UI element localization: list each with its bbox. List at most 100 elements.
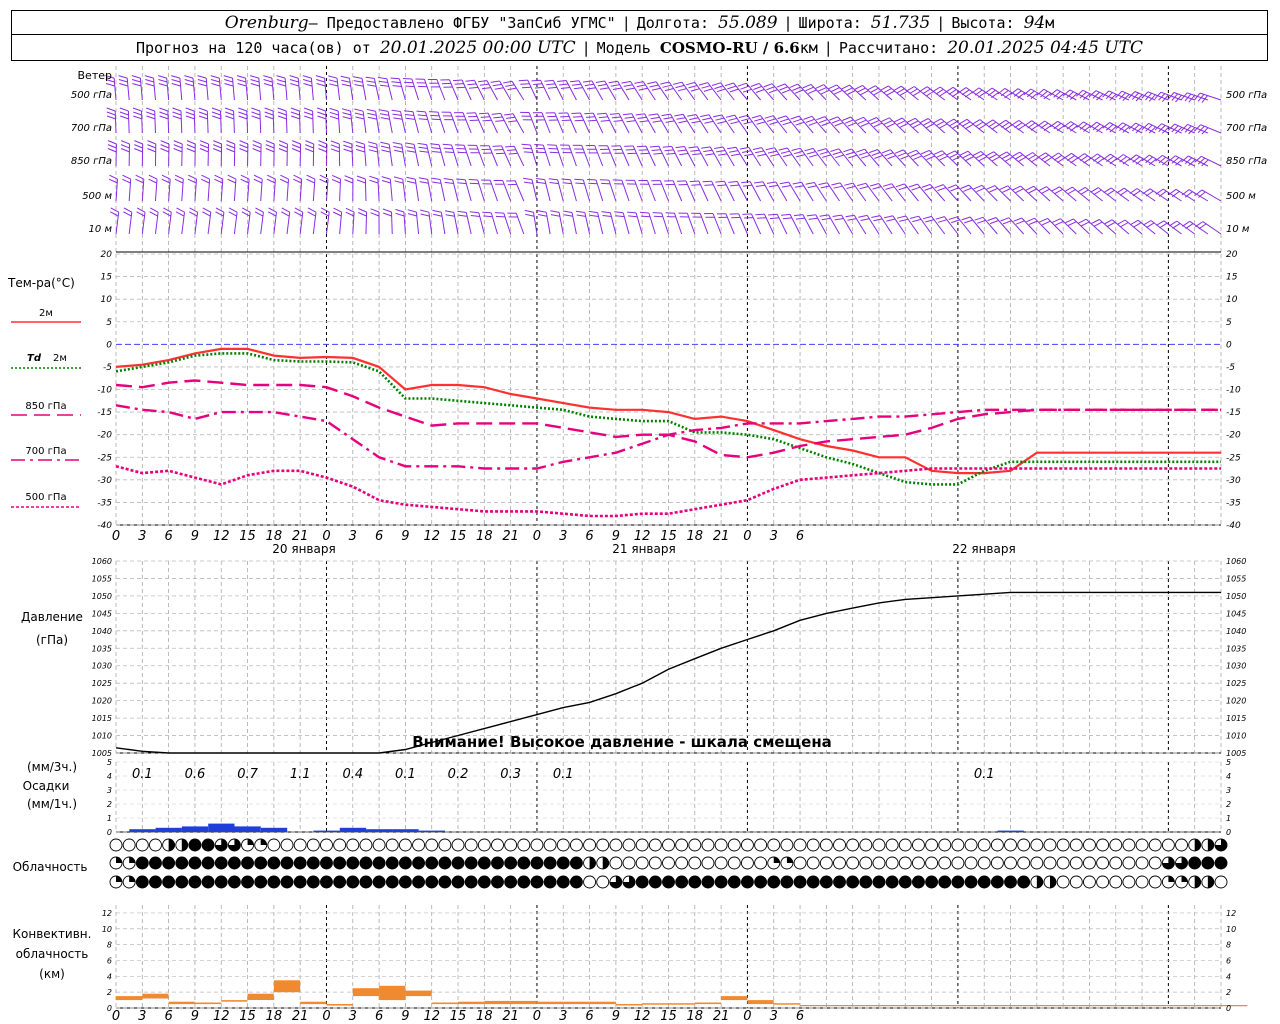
wind-barb-feather <box>750 82 760 87</box>
wind-barb-feather <box>792 181 802 185</box>
cloud-circle <box>1109 838 1123 852</box>
wind-barb-feather <box>841 84 850 90</box>
wind-barb-feather <box>135 178 144 184</box>
wind-barb-feather <box>984 119 994 126</box>
cloud-cell <box>451 875 465 889</box>
wind-barb-feather <box>1024 120 1032 127</box>
pressure-ytick: 1055 <box>92 574 112 583</box>
wind-barb-shaft <box>474 80 485 101</box>
pressure-ytick: 1035 <box>92 644 112 653</box>
wind-barb-shaft <box>401 144 406 167</box>
wind-barb-shaft <box>387 111 393 134</box>
cloud-fill <box>373 876 386 888</box>
temp-ytick: -10 <box>1226 386 1241 396</box>
cloud-cell <box>175 875 189 889</box>
wind-barb-feather <box>945 118 955 124</box>
wind-barb-feather <box>355 141 365 145</box>
wind-barb-feather <box>533 83 543 85</box>
cloud-circle <box>412 838 426 852</box>
wind-barb-feather <box>842 116 851 121</box>
wind-barb-feather <box>1043 92 1052 100</box>
wind-barb-feather <box>263 83 273 87</box>
cloud-fill <box>1207 876 1214 888</box>
wind-barb-feather <box>330 148 340 153</box>
wind-barb-feather <box>641 215 651 218</box>
wind-barb-feather <box>239 144 249 149</box>
wind-barb-shaft <box>362 111 367 134</box>
wind-barb-feather <box>145 83 155 87</box>
alt-unit: м <box>1045 13 1055 32</box>
cloud-cell <box>701 875 715 889</box>
cloud-fill <box>181 839 188 851</box>
wind-barb-feather <box>574 178 584 181</box>
wind-barb-feather <box>1184 93 1192 102</box>
wind-barb-feather <box>834 122 844 127</box>
wind-barb-shaft <box>892 215 906 235</box>
cloud-cell <box>320 856 333 870</box>
wind-barb-feather <box>873 218 883 222</box>
wind-barb-feather <box>550 210 560 213</box>
wind-barb-feather <box>597 83 607 87</box>
wind-barb-feather <box>933 150 943 155</box>
wind-barb-feather <box>198 107 208 112</box>
cloud-cell <box>806 856 820 870</box>
wind-barb-shaft <box>312 110 314 134</box>
wind-barb-feather <box>290 111 300 116</box>
wind-barb-feather <box>213 144 222 149</box>
wind-barb-feather <box>521 86 532 89</box>
wind-barb-feather <box>638 87 648 91</box>
cloud-circle <box>280 875 294 889</box>
conv-bar <box>142 993 169 999</box>
cloud-cell <box>122 875 136 889</box>
cloud-circle <box>767 838 781 852</box>
wind-barb-feather <box>922 215 932 220</box>
cloud-cell <box>977 875 991 889</box>
wind-barb-feather <box>1171 125 1179 133</box>
wind-barb-feather <box>563 210 573 213</box>
wind-barb-feather <box>1167 92 1175 100</box>
cloud-fill <box>623 876 636 888</box>
grid-layer <box>115 66 1222 1009</box>
cloud-circle <box>1122 856 1136 870</box>
wind-barb-feather <box>924 186 934 191</box>
wind-barb-feather <box>741 118 751 122</box>
cloud-cell <box>727 838 741 852</box>
cloud-circle <box>819 856 833 870</box>
wind-barb-feather <box>647 81 657 85</box>
wind-barb-feather <box>831 119 841 124</box>
hour-tick: 15 <box>450 1009 467 1024</box>
wind-barb-feather <box>358 208 367 213</box>
cloud-cell <box>885 856 899 870</box>
cloud-fill <box>589 857 596 869</box>
wind-barb-feather <box>828 84 837 90</box>
cloud-circle <box>1017 856 1031 870</box>
wind-barb-shaft <box>531 179 538 202</box>
wind-barb-feather <box>703 88 713 92</box>
cloud-cell <box>1030 838 1044 852</box>
precip-ytick: 5 <box>107 758 112 767</box>
wind-barb-feather <box>1001 122 1010 128</box>
cloud-cell <box>1083 838 1096 852</box>
precip-ytick: 2 <box>1226 800 1231 809</box>
cloud-circle <box>833 838 846 852</box>
wind-barb-feather <box>991 156 1001 162</box>
cloud-cell <box>135 856 149 870</box>
wind-barb-feather <box>146 107 155 112</box>
wind-barb-feather <box>962 121 971 127</box>
wind-barb-feather <box>1053 91 1061 98</box>
cloud-cell <box>438 838 452 852</box>
wind-barb-feather <box>407 213 417 217</box>
t700-line <box>115 404 1221 470</box>
cloud-cell <box>227 856 241 870</box>
wind-barb-feather <box>172 107 182 112</box>
cloud-cell <box>938 856 952 870</box>
cloud-cell <box>688 875 702 889</box>
precip-total: 0.2 <box>448 767 469 782</box>
wind-barb-shaft <box>622 212 630 235</box>
wind-barb-feather <box>172 111 182 116</box>
hour-tick: 12 <box>213 1009 230 1024</box>
wind-barb-shaft <box>634 180 643 202</box>
wind-barb-feather <box>935 216 945 220</box>
wind-barb-feather <box>132 83 142 87</box>
wind-barb-shaft <box>642 81 656 101</box>
